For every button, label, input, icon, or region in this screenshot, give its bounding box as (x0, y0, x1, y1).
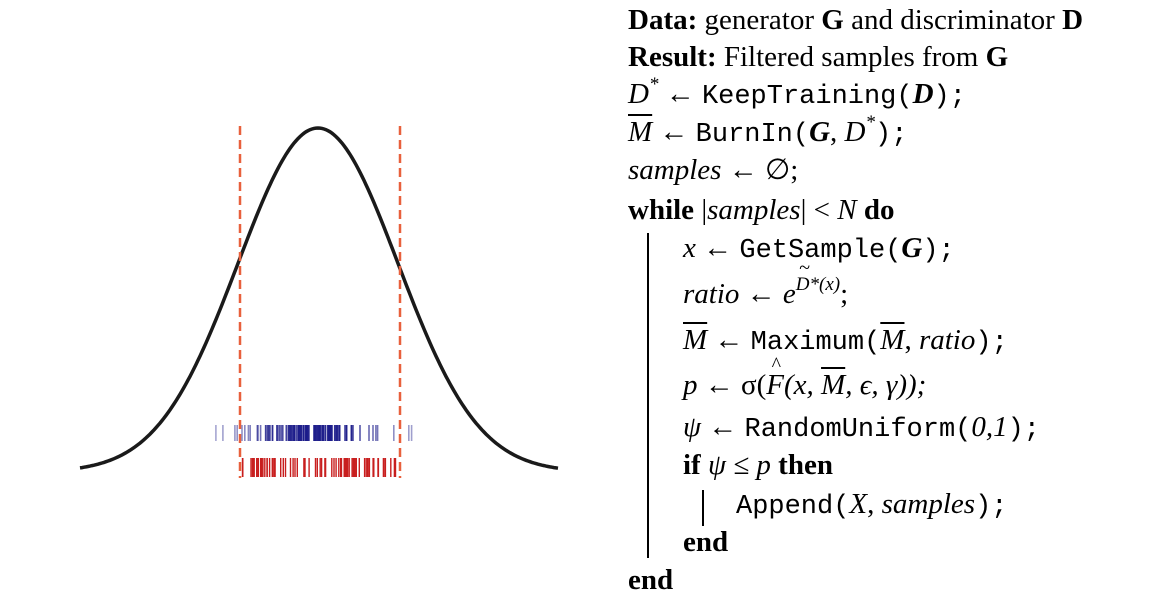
w3-sep: , (904, 324, 919, 356)
w2-sup: D (796, 258, 810, 294)
w3-arg1: M (880, 324, 905, 356)
algo-line-keeptraining: D* ← KeepTraining(D); (628, 75, 966, 112)
algo-if-line: if ψ ≤ p then (683, 451, 833, 480)
a-end: ); (975, 492, 1008, 522)
algorithm-listing: Data: generator G and discriminator D Re… (628, 0, 1176, 595)
w5-lhs: ψ (683, 411, 702, 443)
l1-end: ); (933, 82, 966, 112)
algo-while-line: while |samples| < N do (628, 196, 894, 225)
w1-fn: GetSample( (739, 236, 902, 266)
l1-sup: * (648, 74, 659, 95)
w2-e: e (782, 278, 796, 310)
algo-line-maximum: M ← Maximum(M, ratio); (683, 326, 1008, 357)
data-d: D (1062, 4, 1084, 36)
w2-lhs: ratio (683, 278, 740, 310)
w4-arrow: ← σ( (697, 369, 767, 401)
end-while-keyword: end (628, 564, 674, 596)
result-keyword: Result: (628, 41, 717, 73)
algo-line-getsample: x ← GetSample(G); (683, 234, 955, 265)
w1-arrow: ← (695, 232, 740, 264)
a-fn: Append( (736, 492, 850, 522)
l1-lhs: D (628, 78, 649, 110)
end-if-keyword: end (683, 526, 729, 558)
l1-arrow: ← (658, 78, 702, 110)
algo-data-line: Data: generator G and discriminator D (628, 6, 1083, 35)
w1-lhs: x (683, 232, 696, 264)
do-keyword: do (856, 194, 895, 226)
then-keyword: then (778, 449, 833, 481)
algo-line-append: Append(X, samples); (736, 490, 1008, 521)
w5-end: ); (1007, 415, 1041, 445)
w4-args-2: , ϵ, γ)); (845, 369, 927, 401)
l2-sep: , (830, 116, 845, 148)
data-text-2: and discriminator (843, 4, 1063, 36)
l2-arg1: G (809, 116, 831, 148)
while-block-bar (647, 233, 649, 558)
while-cond-2: | < (800, 194, 838, 226)
w3-arg2: ratio (918, 324, 976, 356)
while-cond-n: N (837, 194, 857, 226)
gaussian-curve (79, 126, 559, 470)
w3-arrow: ← (707, 324, 751, 356)
w2-arrow: ← (739, 278, 783, 310)
algo-line-burnin: M ← BurnIn(G, D*); (628, 113, 908, 150)
data-text-1: generator (697, 4, 822, 36)
w5-arg: 0,1 (971, 411, 1008, 443)
result-text: Filtered samples from (716, 41, 986, 73)
w5-arrow: ← (701, 411, 745, 443)
if-keyword: if (683, 449, 701, 481)
data-g: G (821, 4, 844, 36)
l3-lhs: samples (628, 154, 722, 186)
result-g: G (985, 41, 1009, 73)
l2-sup: * (865, 112, 876, 133)
algo-line-psi: ψ ← RandomUniform(0,1); (683, 413, 1040, 444)
l2-end: ); (875, 120, 908, 150)
w4-lhs: p (683, 369, 698, 401)
a-arg1: X (849, 488, 868, 520)
w4-m: M (821, 369, 846, 401)
w3-lhs: M (683, 324, 708, 356)
w1-end: ); (922, 236, 955, 266)
a-sep: , (867, 488, 882, 520)
while-cond-var: samples (707, 194, 801, 226)
w1-arg: G (901, 232, 923, 264)
l3-rhs: ← ∅; (721, 154, 799, 186)
algo-result-line: Result: Filtered samples from G (628, 43, 1008, 72)
algo-line-samples-init: samples ← ∅; (628, 156, 798, 185)
while-keyword: while (628, 194, 695, 226)
l2-lhs: M (628, 116, 653, 148)
algo-line-p: p ← σ(F(x, M, ϵ, γ)); (683, 355, 927, 401)
all-samples-ticks (215, 425, 413, 441)
if-block-bar (702, 490, 704, 526)
w3-fn: Maximum( (750, 328, 881, 358)
accepted-samples-ticks (241, 458, 397, 477)
w2-sup-star: * (809, 274, 820, 295)
w2-end: ; (840, 278, 849, 310)
w2-sup-x: (x) (819, 274, 841, 295)
w5-fn: RandomUniform( (744, 415, 972, 445)
l1-arg: D (912, 78, 934, 110)
l2-arrow: ← (652, 116, 696, 148)
l2-fn: BurnIn( (695, 120, 810, 150)
algo-line-ratio: ratio ← eD*(x); (683, 258, 849, 310)
w3-end: ); (975, 328, 1008, 358)
l2-arg2: D (844, 116, 866, 148)
l1-fn: KeepTraining( (701, 82, 913, 112)
a-arg2: samples (881, 488, 976, 520)
w4-args-1: (x, (784, 369, 822, 401)
if-cond: ψ ≤ p (700, 449, 779, 481)
gaussian-rejection-figure (79, 126, 559, 478)
while-cond-1: | (694, 194, 708, 226)
w4-f: F (766, 355, 784, 400)
data-keyword: Data: (628, 4, 698, 36)
